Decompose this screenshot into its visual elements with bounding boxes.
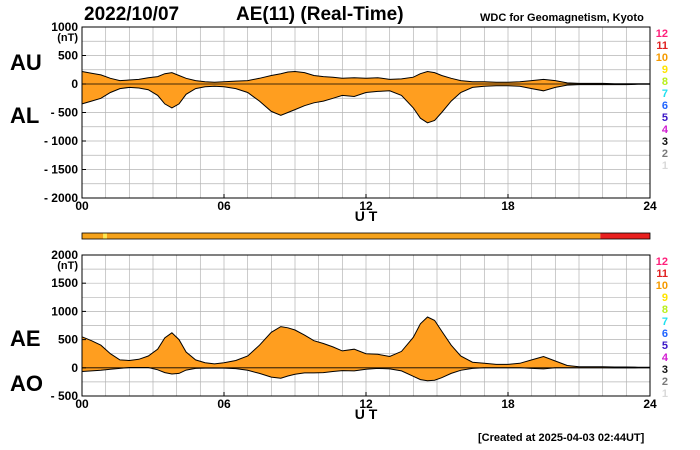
series-line-ao — [81, 367, 650, 382]
legend-count-2: 2 — [662, 148, 668, 160]
au-label: AU — [10, 50, 42, 75]
y-axis-unit: (nT) — [57, 260, 78, 272]
legend-count-3: 3 — [662, 136, 668, 148]
legend-count-1: 1 — [662, 388, 668, 400]
x-tick-label: 12 — [359, 199, 373, 213]
y-tick-label: 1000 — [51, 20, 78, 34]
x-tick-label: 00 — [75, 397, 89, 411]
index-title: AE(11) (Real-Time) — [236, 4, 404, 25]
y-tick-label: - 1500 — [44, 163, 78, 177]
y-tick-label: 2000 — [51, 248, 78, 262]
x-tick-label: 12 — [359, 397, 373, 411]
station-bar-segment — [600, 233, 650, 239]
x-tick-label: 18 — [501, 397, 515, 411]
legend-count-12: 12 — [656, 28, 668, 40]
series-line-al — [81, 83, 650, 124]
legend-count-9: 9 — [662, 64, 668, 76]
y-tick-label: - 1000 — [44, 134, 78, 148]
y-tick-label: - 500 — [51, 106, 79, 120]
y-tick-label: 500 — [58, 49, 78, 63]
series-line-ae — [81, 316, 650, 368]
y-tick-label: 0 — [71, 77, 78, 91]
date-title: 2022/10/07 — [84, 4, 180, 25]
legend-count-7: 7 — [662, 88, 668, 100]
legend-count-4: 4 — [662, 124, 669, 136]
legend-count-12: 12 — [656, 256, 668, 268]
legend-count-1: 1 — [662, 160, 668, 172]
chart-panel-top — [81, 26, 651, 199]
legend-count-8: 8 — [662, 304, 668, 316]
x-axis-label: U T — [355, 406, 378, 422]
x-tick-label: 00 — [75, 199, 89, 213]
created-timestamp: [Created at 2025-04-03 02:44UT] — [478, 432, 645, 444]
legend-count-9: 9 — [662, 292, 668, 304]
legend-count-8: 8 — [662, 76, 668, 88]
station-bar-frame — [81, 232, 651, 240]
ae-label: AE — [10, 326, 41, 351]
legend-count-10: 10 — [656, 280, 668, 292]
x-tick-label: 24 — [643, 397, 657, 411]
source-label: WDC for Geomagnetism, Kyoto — [480, 12, 644, 24]
legend-count-5: 5 — [662, 112, 668, 124]
x-tick-label: 06 — [217, 199, 231, 213]
y-tick-label: - 500 — [51, 389, 79, 403]
y-axis-unit: (nT) — [57, 32, 78, 44]
legend-count-7: 7 — [662, 316, 668, 328]
chart-panel-bottom — [81, 254, 651, 397]
al-label: AL — [10, 103, 40, 128]
station-bar-segment — [106, 233, 601, 239]
legend-count-11: 11 — [656, 268, 668, 280]
legend-count-11: 11 — [656, 40, 668, 52]
series-line-au — [81, 70, 650, 85]
y-tick-label: 1500 — [51, 276, 78, 290]
legend-count-10: 10 — [656, 52, 668, 64]
y-tick-label: 500 — [58, 333, 78, 347]
legend-count-3: 3 — [662, 364, 668, 376]
x-tick-label: 18 — [501, 199, 515, 213]
y-tick-label: - 2000 — [44, 191, 78, 205]
legend-count-5: 5 — [662, 340, 668, 352]
legend-count-6: 6 — [662, 100, 668, 112]
x-axis-label: U T — [355, 208, 378, 224]
legend-count-2: 2 — [662, 376, 668, 388]
station-bar-segment — [103, 233, 107, 239]
y-tick-label: 0 — [71, 361, 78, 375]
x-tick-label: 24 — [643, 199, 657, 213]
station-bar-segment — [82, 233, 104, 239]
y-tick-label: 1000 — [51, 304, 78, 318]
legend-count-4: 4 — [662, 352, 669, 364]
legend-count-6: 6 — [662, 328, 668, 340]
x-tick-label: 06 — [217, 397, 231, 411]
ao-label: AO — [10, 371, 43, 396]
